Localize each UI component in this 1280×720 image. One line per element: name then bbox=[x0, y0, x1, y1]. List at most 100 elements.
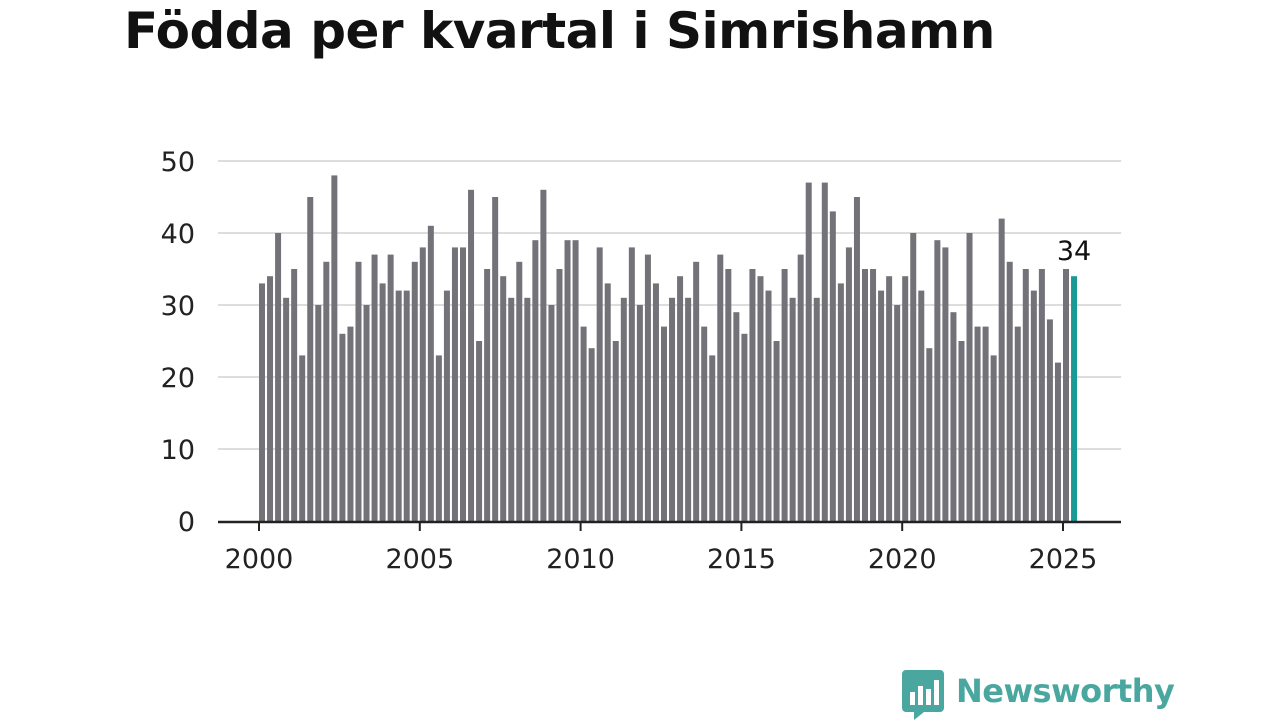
bar bbox=[323, 261, 330, 521]
bar bbox=[781, 269, 788, 521]
bar bbox=[476, 341, 483, 521]
bar bbox=[259, 283, 265, 521]
bar bbox=[878, 290, 885, 521]
bar bbox=[1006, 261, 1013, 521]
x-tick-label: 2000 bbox=[225, 544, 294, 575]
bar bbox=[797, 254, 804, 521]
bar bbox=[1014, 326, 1021, 521]
bar bbox=[564, 240, 571, 521]
bar bbox=[500, 276, 507, 521]
y-tick-label: 10 bbox=[161, 435, 195, 466]
bar bbox=[460, 247, 466, 521]
bar bbox=[315, 305, 322, 521]
bar bbox=[556, 269, 563, 521]
bar bbox=[508, 297, 515, 521]
y-tick-label: 30 bbox=[161, 291, 195, 322]
bar bbox=[652, 283, 659, 521]
bar bbox=[636, 305, 643, 521]
bar bbox=[789, 297, 796, 521]
y-tick-label: 50 bbox=[161, 147, 195, 178]
bar bbox=[845, 247, 852, 521]
bar bbox=[451, 247, 458, 521]
bar bbox=[580, 326, 587, 521]
bar bbox=[1022, 269, 1029, 521]
bar bbox=[612, 341, 619, 521]
bar bbox=[1038, 269, 1045, 521]
bar bbox=[371, 254, 378, 521]
bar bbox=[411, 261, 418, 521]
bar bbox=[894, 305, 901, 521]
bar bbox=[934, 240, 941, 521]
bar bbox=[853, 197, 860, 521]
x-tick-label: 2020 bbox=[868, 544, 937, 575]
bar bbox=[870, 269, 877, 521]
bar bbox=[725, 269, 732, 521]
bar bbox=[331, 175, 338, 521]
x-tick-label: 2025 bbox=[1029, 544, 1098, 575]
bar bbox=[524, 297, 531, 521]
bar bbox=[829, 211, 836, 521]
x-tick-label: 2005 bbox=[385, 544, 454, 575]
bar bbox=[677, 276, 684, 521]
bar bbox=[291, 269, 298, 521]
bar bbox=[620, 297, 627, 521]
bar bbox=[339, 333, 346, 521]
bar bbox=[419, 247, 426, 521]
bar bbox=[709, 355, 716, 521]
bar bbox=[299, 355, 306, 521]
x-tick-label: 2010 bbox=[546, 544, 615, 575]
bar bbox=[837, 283, 844, 521]
bar bbox=[765, 290, 772, 521]
bar bbox=[950, 312, 957, 521]
bar bbox=[283, 297, 290, 521]
y-tick-label: 0 bbox=[178, 507, 195, 538]
bar bbox=[1063, 269, 1069, 521]
bar bbox=[693, 261, 700, 521]
bar bbox=[717, 254, 724, 521]
bar bbox=[813, 297, 820, 521]
bar bbox=[733, 312, 740, 521]
bar bbox=[998, 218, 1005, 521]
bar bbox=[805, 182, 812, 521]
bar bbox=[443, 290, 450, 521]
bar bbox=[484, 269, 491, 521]
bar bbox=[492, 197, 499, 521]
data-label: 34 bbox=[1057, 236, 1091, 267]
bar bbox=[363, 305, 370, 521]
bar bbox=[990, 355, 997, 521]
bar bbox=[910, 233, 917, 521]
bar bbox=[628, 247, 635, 521]
bar bbox=[548, 305, 555, 521]
bar bbox=[403, 290, 410, 521]
bar bbox=[1046, 319, 1053, 521]
bar bbox=[532, 240, 539, 521]
bar-chart: 0 10 20 30 40 50 34 2000 2005 2010 2015 2020 2025 bbox=[161, 147, 1121, 575]
bar bbox=[307, 197, 314, 521]
bar bbox=[701, 326, 708, 521]
bar bbox=[958, 341, 965, 521]
bar bbox=[821, 182, 828, 521]
bar bbox=[1054, 362, 1061, 521]
bar bbox=[588, 348, 595, 521]
x-tick-label: 2015 bbox=[707, 544, 776, 575]
bar-chart-speech-bubble-icon bbox=[902, 670, 944, 720]
bar bbox=[596, 247, 603, 521]
bar bbox=[942, 247, 949, 521]
newsworthy-logo: Newsworthy bbox=[902, 670, 1175, 720]
bar bbox=[379, 283, 386, 521]
bar bbox=[516, 261, 523, 521]
bar bbox=[275, 233, 282, 521]
bar bbox=[982, 326, 989, 521]
brand-name: Newsworthy bbox=[956, 672, 1175, 710]
highlight-bar bbox=[1071, 276, 1078, 521]
bar bbox=[427, 225, 434, 522]
y-tick-label: 20 bbox=[161, 363, 195, 394]
bar bbox=[669, 297, 676, 521]
bar bbox=[741, 333, 748, 521]
bar bbox=[395, 290, 402, 521]
bar bbox=[926, 348, 933, 521]
bar bbox=[540, 189, 547, 522]
bar bbox=[1030, 290, 1037, 521]
bar bbox=[886, 276, 893, 521]
bar bbox=[435, 355, 442, 521]
